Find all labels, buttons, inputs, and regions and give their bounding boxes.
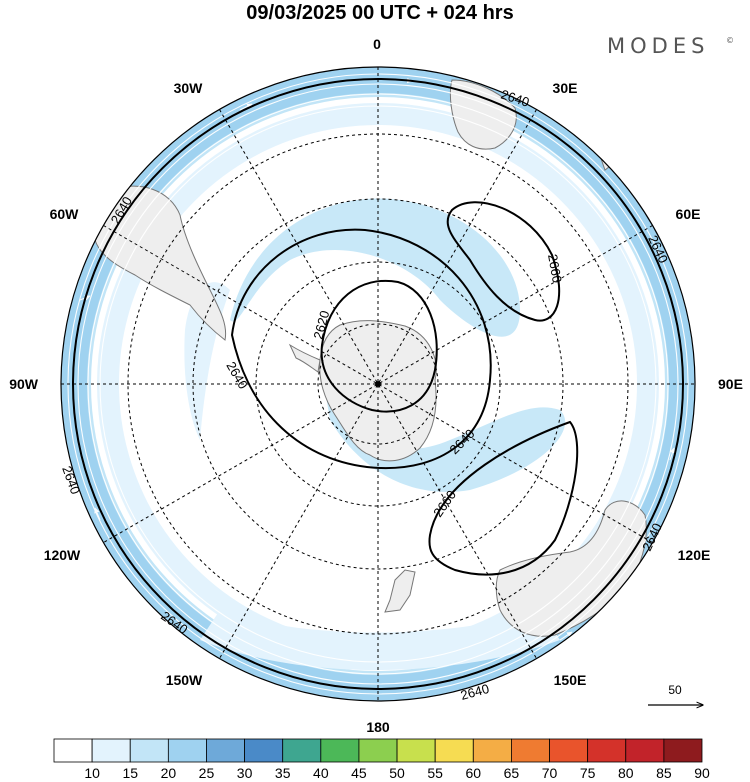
- map-title: 09/03/2025 00 UTC + 024 hrs: [246, 2, 513, 24]
- lon-label-150e: 150E: [554, 672, 587, 688]
- colorbar-tick-label: 30: [237, 765, 253, 781]
- colorbar-tick-label: 25: [199, 765, 215, 781]
- colorbar-tick-label: 40: [313, 765, 329, 781]
- colorbar-tick-label: 45: [351, 765, 367, 781]
- colorbar-swatch: [282, 738, 322, 763]
- lon-label-150w: 150W: [166, 672, 203, 688]
- contour-2640-inner: [230, 228, 492, 470]
- land-antarctica: [319, 320, 437, 462]
- reference-vector: 50: [648, 683, 703, 705]
- colorbar-tick-label: 50: [389, 765, 405, 781]
- lon-label-60e: 60E: [676, 206, 701, 222]
- colorbar-swatch: [358, 738, 398, 763]
- colorbar-swatch: [129, 738, 169, 763]
- colorbar-tick-label: 60: [466, 765, 482, 781]
- colorbar-swatch: [625, 738, 665, 763]
- colorbar-tick-label: 20: [161, 765, 177, 781]
- land-south-america: [94, 185, 227, 341]
- colorbar-tick-label: 10: [84, 765, 100, 781]
- colorbar-swatch: [434, 738, 474, 763]
- height-contours: [72, 78, 684, 690]
- brand-logo: MODES: [607, 34, 709, 58]
- lat-lon-grid: [61, 67, 695, 701]
- colorbar-tick-label: 70: [542, 765, 558, 781]
- south-pole-marker: [375, 381, 381, 387]
- lon-label-30e: 30E: [553, 80, 578, 96]
- colorbar-swatch: [511, 738, 550, 763]
- contour-2660-lower: [428, 420, 579, 576]
- contour-label-2620: 2620: [310, 309, 332, 341]
- contour-2660-upper: [446, 201, 561, 322]
- land-new-zealand: [384, 569, 416, 613]
- colorbar-swatch: [472, 738, 512, 763]
- lon-label-90e: 90E: [718, 376, 743, 392]
- lon-label-120e: 120E: [678, 547, 711, 563]
- colorbar-swatch: [663, 738, 703, 763]
- lon-label-30w: 30W: [174, 80, 204, 96]
- colorbar-tick-label: 15: [122, 765, 138, 781]
- colorbar: 10 15 20 25 30 35 40 45 50 55 60 65 70 75 80 85 90: [53, 738, 710, 781]
- colorbar-swatch: [320, 738, 360, 763]
- longitude-labels: 0 30E 60E 90E 120E 150E 180 150W 120W 90…: [9, 36, 743, 735]
- colorbar-tick-label: 85: [656, 765, 672, 781]
- colorbar-tick-label: 65: [504, 765, 520, 781]
- map-disk: [60, 66, 696, 702]
- colorbar-swatch: [206, 738, 245, 763]
- colorbar-tick-label: 55: [427, 765, 443, 781]
- lon-label-120w: 120W: [44, 547, 81, 563]
- map-border: [60, 66, 696, 702]
- lon-label-0: 0: [373, 36, 381, 52]
- lon-label-180: 180: [366, 719, 390, 735]
- contour-label-2660-upper: 2660: [545, 253, 565, 284]
- land-antarctic-peninsula: [288, 343, 321, 373]
- colorbar-swatch: [53, 738, 93, 763]
- shading-bottom-arc: [200, 610, 560, 670]
- colorbar-swatch: [396, 738, 436, 763]
- jet-band-upper: [230, 198, 520, 337]
- contour-label-2640-bottom-right: 2640: [459, 681, 491, 703]
- colorbar-swatch: [587, 738, 627, 763]
- colorbar-tick-label: 75: [580, 765, 596, 781]
- contour-2640-outer: [72, 78, 684, 690]
- contour-2620: [320, 279, 438, 413]
- colorbar-tick-label: 80: [618, 765, 634, 781]
- colorbar-tick-label: 90: [694, 765, 710, 781]
- colorbar-swatch: [244, 738, 284, 763]
- reference-vector-label: 50: [668, 683, 682, 697]
- brand-copyright-mark: ©: [726, 36, 734, 45]
- lon-label-90w: 90W: [9, 376, 39, 392]
- colorbar-swatch: [91, 738, 131, 763]
- colorbar-swatch: [167, 738, 207, 763]
- colorbar-swatch: [549, 738, 589, 763]
- colorbar-tick-label: 35: [275, 765, 291, 781]
- lon-label-60w: 60W: [50, 206, 80, 222]
